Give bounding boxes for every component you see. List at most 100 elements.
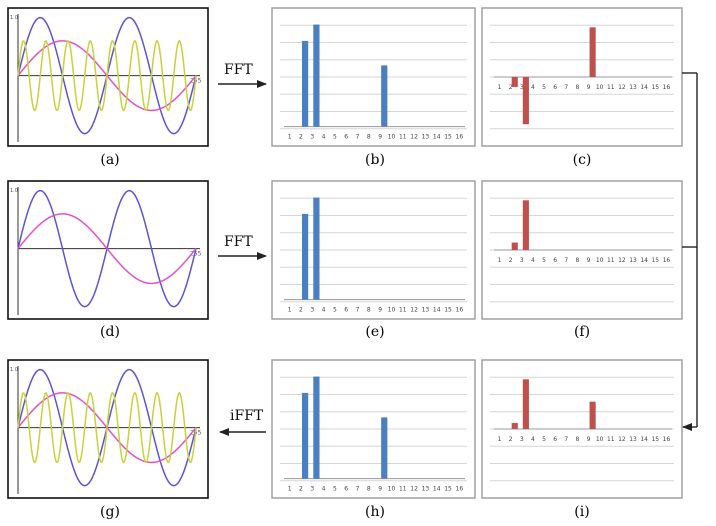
tick-label-f: 16 [663, 257, 671, 264]
tick-label-f: 8 [576, 257, 580, 264]
tick-label-e: 12 [410, 307, 418, 314]
y-top-label-a: 1.0 [10, 15, 18, 21]
bar-e-2 [301, 213, 309, 300]
tick-label-e: 1 [288, 307, 292, 314]
fft-arrow-1: FFT [218, 62, 267, 88]
tick-label-i: 1 [498, 436, 502, 443]
tick-label-b: 11 [399, 134, 407, 141]
tick-label-e: 4 [322, 307, 326, 314]
bar-c-2 [511, 77, 518, 87]
caption-d: (d) [100, 324, 120, 340]
tick-label-f: 1 [498, 257, 502, 264]
tick-label-e: 8 [367, 307, 371, 314]
panel-h: 1 2 3 4 5 6 7 8 9 10 11 12 13 14 15 16 [271, 359, 476, 499]
tick-label-h: 9 [378, 486, 382, 493]
tick-label-i: 14 [640, 436, 648, 443]
tick-label-e: 3 [310, 307, 314, 314]
caption-g: (g) [100, 504, 120, 520]
tick-label-c: 16 [663, 84, 671, 91]
tick-label-b: 16 [456, 134, 464, 141]
tick-label-b: 10 [388, 134, 396, 141]
panel-e: 1 2 3 4 5 6 7 8 9 10 11 12 13 14 15 16 [271, 180, 476, 320]
tick-label-b: 3 [310, 134, 314, 141]
tick-label-h: 4 [322, 486, 326, 493]
tick-label-h: 14 [433, 486, 441, 493]
tick-label-b: 9 [378, 134, 382, 141]
tick-label-e: 14 [433, 307, 441, 314]
tick-label-f: 14 [640, 257, 648, 264]
bar-b-3 [313, 24, 320, 127]
panel-d: 1.0 255 [7, 180, 209, 320]
ifft-arrow-label: iFFT [230, 408, 264, 424]
tick-label-i: 2 [509, 436, 513, 443]
panel-i: 1 2 3 4 5 6 7 8 9 10 11 12 13 14 15 16 [481, 359, 683, 499]
tick-label-f: 11 [607, 257, 615, 264]
tick-label-h: 2 [299, 486, 303, 493]
caption-h: (h) [365, 504, 385, 520]
tick-label-h: 5 [333, 486, 337, 493]
tick-label-i: 7 [564, 436, 568, 443]
tick-label-e: 5 [333, 307, 337, 314]
bar-i-2 [511, 423, 518, 429]
tick-label-f: 6 [553, 257, 557, 264]
fft-arrow-2-label: FFT [224, 234, 253, 250]
tick-label-i: 11 [607, 436, 615, 443]
tick-label-i: 5 [542, 436, 546, 443]
tick-label-c: 5 [542, 84, 546, 91]
caption-c: (c) [573, 152, 592, 168]
tick-label-c: 15 [651, 84, 659, 91]
tick-label-i: 9 [587, 436, 591, 443]
tick-label-c: 14 [640, 84, 648, 91]
tick-label-h: 6 [344, 486, 348, 493]
tick-label-h: 12 [410, 486, 418, 493]
tick-label-f: 2 [509, 257, 513, 264]
tick-label-i: 3 [520, 436, 524, 443]
y-top-label-g: 1.0 [10, 367, 18, 373]
tick-label-i: 6 [553, 436, 557, 443]
tick-label-c: 4 [531, 84, 535, 91]
tick-label-h: 10 [388, 486, 396, 493]
tick-label-c: 3 [520, 84, 524, 91]
tick-label-b: 1 [288, 134, 292, 141]
tick-label-h: 7 [356, 486, 360, 493]
tick-label-b: 13 [422, 134, 430, 141]
tick-label-i: 4 [531, 436, 535, 443]
panel-c: 1 2 3 4 5 6 7 8 9 10 11 12 13 14 15 16 [481, 7, 683, 147]
tick-label-i: 13 [629, 436, 637, 443]
bar-b-9 [381, 65, 388, 127]
tick-label-e: 6 [344, 307, 348, 314]
bar-f-2 [511, 242, 518, 250]
captions: (a) (b) (c) (d) (e) (f) (g) (h) (i) [100, 152, 591, 520]
tick-label-i: 15 [651, 436, 659, 443]
tick-label-h: 11 [399, 486, 407, 493]
bar-h-9 [381, 417, 388, 479]
tick-label-c: 2 [509, 84, 513, 91]
fft-arrow-1-label: FFT [224, 62, 253, 78]
bar-h-2 [301, 392, 309, 479]
tick-label-f: 3 [520, 257, 524, 264]
bar-h-3 [313, 376, 320, 479]
tick-label-b: 7 [356, 134, 360, 141]
tick-label-f: 15 [651, 257, 659, 264]
tick-label-h: 1 [288, 486, 292, 493]
x-end-label-d: 255 [190, 251, 202, 258]
fft-arrow-2: FFT [218, 234, 267, 260]
bar-c-3 [522, 77, 529, 125]
tick-label-c: 9 [587, 84, 591, 91]
y-top-label-d: 1.0 [10, 188, 18, 194]
tick-label-b: 6 [344, 134, 348, 141]
tick-label-e: 10 [388, 307, 396, 314]
tick-label-f: 13 [629, 257, 637, 264]
tick-label-b: 4 [322, 134, 326, 141]
tick-label-b: 2 [299, 134, 303, 141]
tick-label-h: 15 [444, 486, 452, 493]
caption-e: (e) [365, 324, 384, 340]
tick-label-e: 16 [456, 307, 464, 314]
caption-i: (i) [574, 504, 589, 520]
tick-label-c: 8 [576, 84, 580, 91]
tick-label-e: 7 [356, 307, 360, 314]
